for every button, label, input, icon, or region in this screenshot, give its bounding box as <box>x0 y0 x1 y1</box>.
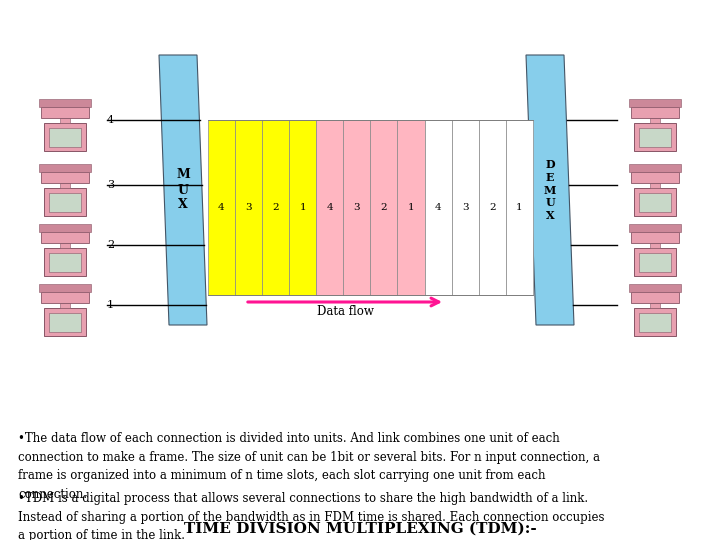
Text: 3: 3 <box>246 203 252 212</box>
Text: M
U
X: M U X <box>176 168 190 212</box>
Bar <box>649 184 660 188</box>
Bar <box>639 253 671 272</box>
Bar <box>41 107 89 118</box>
Bar <box>370 120 397 295</box>
Bar <box>631 107 679 118</box>
Bar <box>40 99 91 107</box>
Bar <box>629 224 680 232</box>
Bar <box>629 164 680 172</box>
Text: 2: 2 <box>272 203 279 212</box>
Text: TIME DIVISION MULTIPLEXING (TDM):-: TIME DIVISION MULTIPLEXING (TDM):- <box>184 522 536 536</box>
Text: 3: 3 <box>354 203 360 212</box>
Text: 1: 1 <box>516 203 523 212</box>
Text: 4: 4 <box>107 115 114 125</box>
Bar <box>41 172 89 184</box>
Bar <box>639 313 671 333</box>
Text: 3: 3 <box>462 203 469 212</box>
Bar <box>649 244 660 248</box>
Bar <box>639 128 671 147</box>
Bar <box>397 120 425 295</box>
Bar <box>40 224 91 232</box>
Bar <box>425 120 451 295</box>
Bar <box>208 120 235 295</box>
Bar <box>639 193 671 212</box>
Bar <box>40 284 91 292</box>
Text: 4: 4 <box>218 203 225 212</box>
Bar <box>49 313 81 333</box>
Bar <box>629 99 680 107</box>
Bar <box>634 248 676 276</box>
Text: •The data flow of each connection is divided into units. And link combines one u: •The data flow of each connection is div… <box>18 432 600 501</box>
Bar <box>235 120 262 295</box>
Text: 2: 2 <box>489 203 495 212</box>
Text: 1: 1 <box>107 300 114 310</box>
Bar <box>631 172 679 184</box>
Bar <box>649 118 660 123</box>
Bar <box>44 248 86 276</box>
Bar <box>629 284 680 292</box>
Text: 1: 1 <box>300 203 306 212</box>
Text: 4: 4 <box>435 203 441 212</box>
Text: Data flow: Data flow <box>317 305 374 318</box>
Bar <box>60 118 71 123</box>
Text: 3: 3 <box>107 180 114 190</box>
Text: 2: 2 <box>381 203 387 212</box>
Bar <box>506 120 533 295</box>
Bar <box>316 120 343 295</box>
Bar <box>49 128 81 147</box>
Bar <box>262 120 289 295</box>
Bar <box>634 123 676 151</box>
Polygon shape <box>526 55 574 325</box>
Bar <box>44 123 86 151</box>
Text: 1: 1 <box>408 203 414 212</box>
Bar <box>40 164 91 172</box>
Bar <box>649 303 660 308</box>
Bar <box>44 188 86 217</box>
Bar <box>634 308 676 336</box>
Bar <box>631 232 679 244</box>
Text: •TDM is a digital process that allows several connections to share the high band: •TDM is a digital process that allows se… <box>18 492 605 540</box>
Bar <box>631 292 679 303</box>
Bar <box>49 193 81 212</box>
Bar <box>60 184 71 188</box>
Bar <box>289 120 316 295</box>
Bar <box>41 292 89 303</box>
Bar <box>634 188 676 217</box>
Bar <box>343 120 370 295</box>
Polygon shape <box>159 55 207 325</box>
Bar <box>479 120 506 295</box>
Text: 2: 2 <box>107 240 114 250</box>
Bar <box>49 253 81 272</box>
Bar <box>451 120 479 295</box>
Text: 4: 4 <box>326 203 333 212</box>
Bar <box>60 303 71 308</box>
Text: D
E
M
U
X: D E M U X <box>544 159 556 221</box>
Bar <box>41 232 89 244</box>
Bar <box>60 244 71 248</box>
Bar <box>44 308 86 336</box>
